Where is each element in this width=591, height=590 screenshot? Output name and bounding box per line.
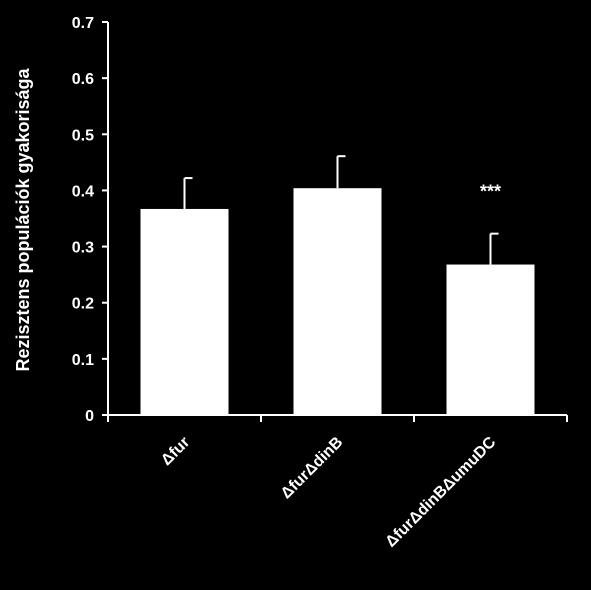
y-tick-label: 0.5 [72,127,94,144]
bar-1 [140,208,229,415]
y-tick-label: 0.1 [72,352,94,369]
bar-2 [293,188,382,415]
x-tick-label: ΔfurΔdinBΔumuDC [382,433,499,550]
x-tick-label: Δfur [158,434,193,469]
y-tick-label: 0.7 [72,15,94,32]
bar-3 [446,264,535,415]
y-tick-label: 0.2 [72,296,94,313]
y-tick-label: 0.3 [72,240,94,257]
y-tick-label: 0 [85,408,94,425]
x-tick-label: ΔfurΔdinB [278,434,347,503]
significance-label: *** [480,182,501,202]
bars-group: *** [140,155,535,415]
y-tick-label: 0.4 [72,183,94,200]
y-tick-label: 0.6 [72,71,94,88]
y-axis-label: Rezisztens populációk gyakorisága [13,67,33,371]
